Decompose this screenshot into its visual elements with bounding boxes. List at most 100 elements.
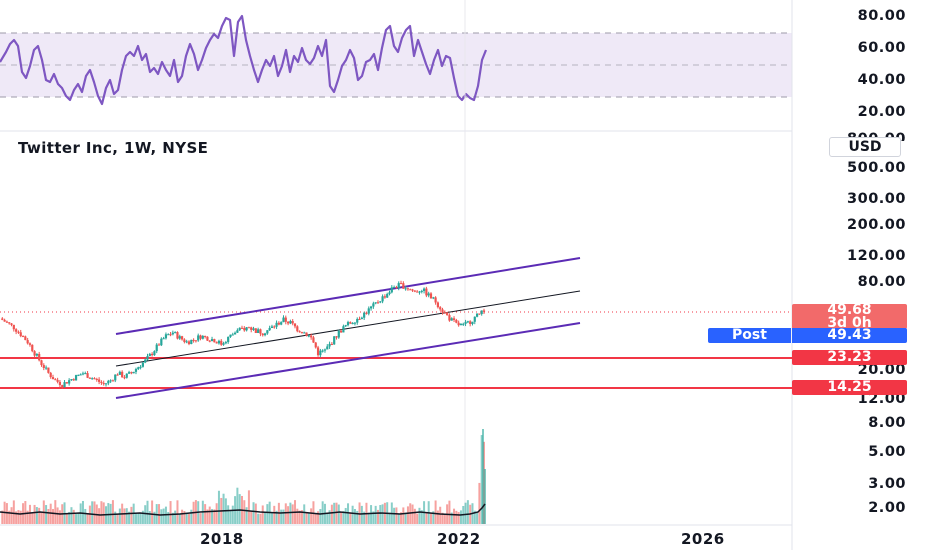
candle-body[interactable] xyxy=(227,336,230,343)
candle-body[interactable] xyxy=(360,317,363,320)
candle-body[interactable] xyxy=(201,335,204,339)
candle-body[interactable] xyxy=(24,336,27,341)
candle-body[interactable] xyxy=(157,344,161,346)
candle-body[interactable] xyxy=(397,283,400,288)
candle-body[interactable] xyxy=(107,380,110,384)
candle-body[interactable] xyxy=(102,383,105,385)
candle-body[interactable] xyxy=(160,338,163,346)
candle-body[interactable] xyxy=(263,333,267,336)
candle-body[interactable] xyxy=(167,334,170,336)
candle-body[interactable] xyxy=(259,329,262,334)
candle-body[interactable] xyxy=(406,288,410,290)
candle-body[interactable] xyxy=(328,343,331,347)
candle-body[interactable] xyxy=(300,332,304,334)
candle-body[interactable] xyxy=(81,373,85,375)
candle-body[interactable] xyxy=(123,377,126,379)
candle-body[interactable] xyxy=(185,341,188,343)
candle-body[interactable] xyxy=(194,340,198,342)
candle-body[interactable] xyxy=(413,290,416,292)
candle-body[interactable] xyxy=(35,353,38,356)
candle-body[interactable] xyxy=(393,287,396,289)
candle-body[interactable] xyxy=(40,360,43,366)
candle-body[interactable] xyxy=(316,347,320,356)
candle-body[interactable] xyxy=(153,351,156,356)
candle-body[interactable] xyxy=(220,340,223,345)
candle-body[interactable] xyxy=(215,342,218,344)
candle-body[interactable] xyxy=(151,353,154,356)
candle-body[interactable] xyxy=(282,317,285,323)
candle-body[interactable] xyxy=(475,313,479,317)
candle-body[interactable] xyxy=(132,371,135,374)
candle-body[interactable] xyxy=(197,335,200,341)
candle-body[interactable] xyxy=(466,321,469,323)
candle-body[interactable] xyxy=(65,382,68,384)
candle-body[interactable] xyxy=(49,372,52,378)
candle-body[interactable] xyxy=(104,383,108,385)
candle-body[interactable] xyxy=(369,306,373,309)
candle-body[interactable] xyxy=(72,379,75,381)
candle-body[interactable] xyxy=(376,302,380,304)
candle-body[interactable] xyxy=(118,371,121,375)
candle-body[interactable] xyxy=(379,301,382,303)
candle-body[interactable] xyxy=(333,336,336,345)
candle-body[interactable] xyxy=(277,322,280,325)
candle-body[interactable] xyxy=(459,323,463,326)
candle-body[interactable] xyxy=(213,339,216,343)
candle-body[interactable] xyxy=(446,312,449,316)
candle-body[interactable] xyxy=(134,369,138,372)
candle-body[interactable] xyxy=(427,293,430,296)
candle-body[interactable] xyxy=(268,327,271,331)
candle-body[interactable] xyxy=(351,323,354,325)
candle-body[interactable] xyxy=(363,312,366,318)
channel-upper-line[interactable] xyxy=(115,257,581,335)
candle-body[interactable] xyxy=(411,289,414,291)
candle-body[interactable] xyxy=(432,297,435,299)
candle-body[interactable] xyxy=(31,344,34,352)
candle-body[interactable] xyxy=(418,291,421,293)
candle-body[interactable] xyxy=(455,319,458,323)
candle-body[interactable] xyxy=(374,302,377,304)
candle-body[interactable] xyxy=(469,321,472,325)
candle-body[interactable] xyxy=(61,385,64,388)
candle-body[interactable] xyxy=(121,371,124,378)
candle-body[interactable] xyxy=(98,379,101,382)
candle-body[interactable] xyxy=(439,307,442,310)
candle-body[interactable] xyxy=(266,330,269,334)
candle-body[interactable] xyxy=(38,353,41,361)
candle-body[interactable] xyxy=(155,344,158,352)
candle-body[interactable] xyxy=(307,335,310,337)
candle-body[interactable] xyxy=(240,327,244,329)
candle-body[interactable] xyxy=(192,339,195,341)
candle-body[interactable] xyxy=(478,313,481,315)
candle-body[interactable] xyxy=(409,289,412,291)
candle-body[interactable] xyxy=(8,322,11,324)
post-market-price-tag[interactable]: 49.43 xyxy=(792,328,907,343)
candle-body[interactable] xyxy=(19,332,22,337)
candle-body[interactable] xyxy=(335,336,338,338)
candle-body[interactable] xyxy=(247,327,251,329)
candle-body[interactable] xyxy=(210,339,214,342)
candle-body[interactable] xyxy=(422,288,426,291)
candle-body[interactable] xyxy=(233,332,237,335)
candle-body[interactable] xyxy=(342,326,345,333)
currency-button[interactable]: USD xyxy=(829,137,901,157)
candle-body[interactable] xyxy=(217,340,221,344)
candle-body[interactable] xyxy=(286,321,290,324)
candle-body[interactable] xyxy=(323,349,327,351)
candle-body[interactable] xyxy=(3,319,6,322)
candle-body[interactable] xyxy=(305,332,308,337)
candle-body[interactable] xyxy=(390,287,393,293)
candle-body[interactable] xyxy=(51,377,55,380)
post-market-label[interactable]: Post xyxy=(708,328,791,343)
candle-body[interactable] xyxy=(275,322,278,327)
candle-body[interactable] xyxy=(114,374,117,381)
candle-body[interactable] xyxy=(130,372,133,374)
candle-body[interactable] xyxy=(12,324,15,330)
candle-body[interactable] xyxy=(402,283,405,289)
candle-body[interactable] xyxy=(74,375,78,381)
candle-body[interactable] xyxy=(144,359,147,363)
price-candles[interactable] xyxy=(1,280,486,389)
candle-body[interactable] xyxy=(84,373,87,375)
candle-body[interactable] xyxy=(222,343,225,345)
candle-body[interactable] xyxy=(434,297,437,303)
